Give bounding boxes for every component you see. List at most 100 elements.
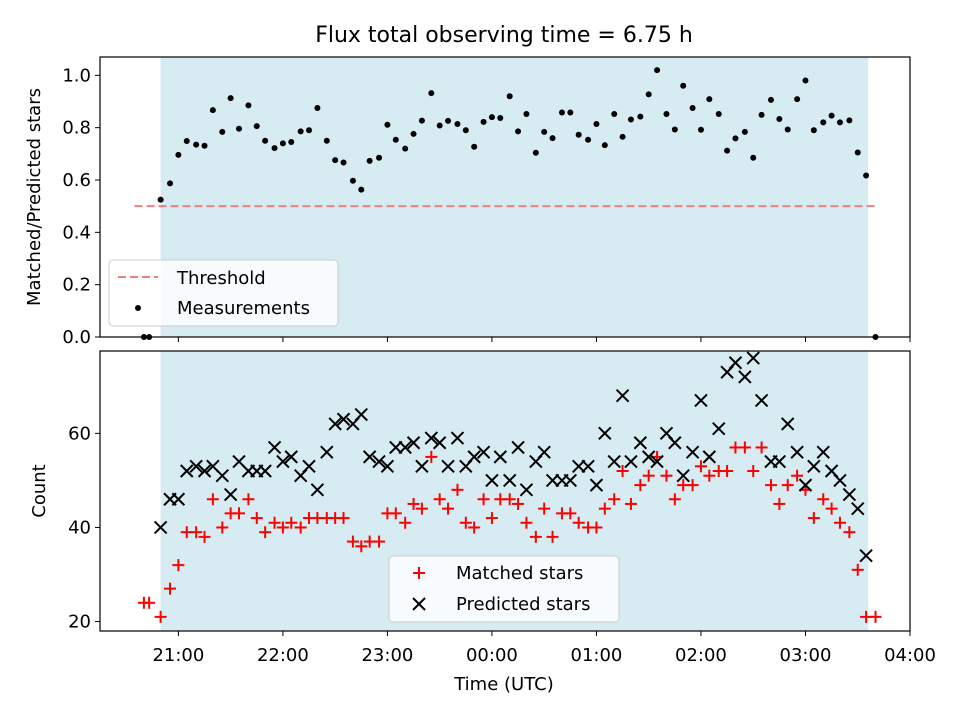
measurement-point xyxy=(271,145,278,152)
matched-star-point xyxy=(407,497,420,510)
predicted-star-point xyxy=(310,483,325,497)
x-axis-label: Time (UTC) xyxy=(453,674,554,695)
predicted-star-point xyxy=(728,356,743,370)
matched-star-point xyxy=(703,469,716,482)
matched-star-point xyxy=(415,502,428,515)
measurement-point xyxy=(601,142,608,149)
matched-star-point xyxy=(164,582,177,595)
measurement-point xyxy=(488,114,495,121)
predicted-star-point xyxy=(738,370,752,384)
matched-star-point xyxy=(851,563,864,576)
measurement-point xyxy=(462,127,469,134)
predicted-star-point xyxy=(415,459,429,474)
measurement-point xyxy=(836,119,843,126)
measurement-point xyxy=(167,180,174,187)
measurement-point xyxy=(637,113,644,120)
matched-star-point xyxy=(373,535,386,548)
measurement-point xyxy=(741,128,748,135)
measurement-point xyxy=(724,147,731,154)
predicted-star-point xyxy=(859,548,873,563)
measurement-point xyxy=(567,109,574,116)
measurement-point xyxy=(193,141,200,148)
matched-star-point xyxy=(764,479,777,492)
measurement-point xyxy=(445,117,452,124)
predicted-star-point xyxy=(372,454,386,469)
matched-star-point xyxy=(294,521,307,534)
predicted-star-point xyxy=(842,487,857,502)
predicted-star-point xyxy=(519,483,534,497)
measurement-point xyxy=(340,159,347,166)
measurement-point xyxy=(854,149,861,156)
predicted-star-point xyxy=(746,351,760,365)
measurement-point xyxy=(767,96,774,103)
legend-box-bottom xyxy=(388,555,620,623)
measurement-point xyxy=(593,120,600,127)
predicted-star-point xyxy=(642,450,656,464)
legend-measurement-swatch xyxy=(135,305,141,311)
predicted-star-point xyxy=(563,473,578,488)
measurement-point xyxy=(219,128,226,135)
matched-star-point xyxy=(451,483,464,496)
measurement-point xyxy=(227,95,234,102)
predicted-star-point xyxy=(598,426,612,441)
x-tick-label: 01:00 xyxy=(571,645,623,666)
matched-star-point xyxy=(833,516,846,529)
matched-star-point xyxy=(616,465,629,477)
measurement-point xyxy=(358,186,365,193)
matched-star-point xyxy=(825,502,838,515)
measurement-point xyxy=(471,143,478,150)
predicted-star-point xyxy=(223,487,238,502)
predicted-star-point xyxy=(781,417,795,431)
matched-star-point xyxy=(843,526,856,539)
matched-star-point xyxy=(686,479,699,492)
matched-star-point xyxy=(791,469,804,482)
y-tick-label-top: 0.0 xyxy=(62,327,91,348)
measurement-point xyxy=(828,112,835,119)
matched-star-point xyxy=(755,441,768,454)
measurement-point xyxy=(750,154,757,161)
predicted-star-point xyxy=(284,450,298,464)
matched-star-point xyxy=(590,521,603,534)
measurement-point xyxy=(585,136,592,143)
predicted-star-point xyxy=(589,478,604,492)
matched-star-point xyxy=(459,516,472,529)
predicted-star-point xyxy=(668,436,682,450)
predicted-star-point xyxy=(615,388,630,403)
predicted-star-point xyxy=(476,445,491,459)
y-tick-label-bottom: 60 xyxy=(68,423,91,444)
measurement-point xyxy=(384,121,391,128)
predicted-star-point xyxy=(180,464,194,478)
predicted-star-point xyxy=(153,520,168,535)
matched-star-point xyxy=(608,493,621,506)
measurement-point xyxy=(663,111,670,118)
measurement-point xyxy=(323,137,330,144)
matched-star-point xyxy=(747,465,760,477)
measurement-point xyxy=(376,154,383,161)
legend-predicted-swatch xyxy=(412,597,426,611)
measurement-point xyxy=(245,102,252,109)
y-tick-label-bottom: 20 xyxy=(68,612,91,633)
matched-star-point xyxy=(660,469,673,482)
chart-title: Flux total observing time = 6.75 h xyxy=(315,23,693,48)
measurement-point xyxy=(619,133,626,140)
measurement-point xyxy=(454,120,461,127)
matched-star-point xyxy=(668,493,681,506)
matched-star-point xyxy=(172,559,185,572)
measurement-point xyxy=(732,135,739,142)
y-tick-label-top: 0.2 xyxy=(62,275,91,296)
predicted-star-point xyxy=(398,440,412,455)
matched-star-point xyxy=(694,460,707,473)
predicted-star-point xyxy=(362,450,377,464)
predicted-star-point xyxy=(702,450,717,464)
measurement-point xyxy=(436,122,443,129)
y-tick-label-top: 0.6 xyxy=(62,170,91,191)
measurement-point xyxy=(575,131,582,138)
measurement-point xyxy=(523,111,530,118)
predicted-star-point xyxy=(581,459,595,474)
y-axis-label-bottom: Count xyxy=(29,464,50,517)
predicted-star-point xyxy=(267,440,282,455)
predicted-star-point xyxy=(320,445,334,459)
predicted-star-point xyxy=(380,459,395,474)
matched-star-point xyxy=(285,516,298,529)
measurement-point xyxy=(253,123,260,130)
